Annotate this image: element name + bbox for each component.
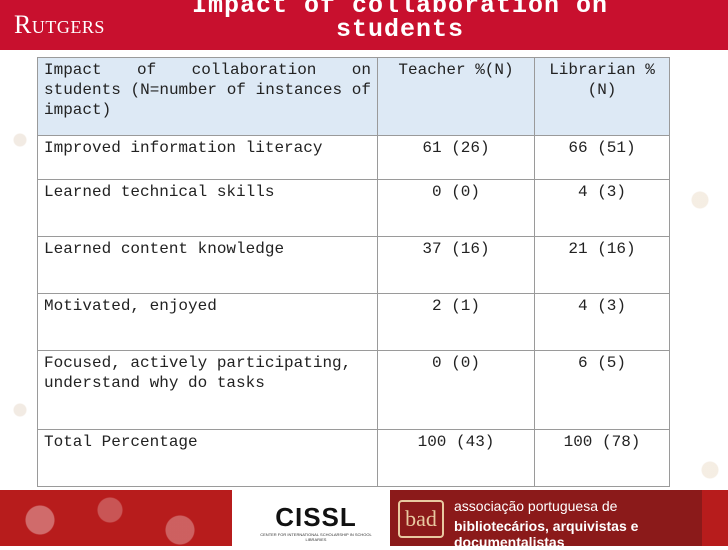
header-librarian: Librarian %(N) bbox=[534, 57, 670, 136]
row-librarian: 100 (78) bbox=[534, 429, 670, 487]
table-row: Learned technical skills 0 (0) 4 (3) bbox=[37, 179, 670, 237]
apbad-name-line2: bibliotecários, arquivistas e documental… bbox=[454, 518, 639, 550]
row-impact: Learned technical skills bbox=[37, 179, 378, 237]
apbad-logo-icon: bad bbox=[398, 500, 444, 538]
table-row: Improved information literacy 61 (26) 66… bbox=[37, 135, 670, 180]
row-librarian: 21 (16) bbox=[534, 236, 670, 294]
cissl-logo-text: CISSL bbox=[275, 502, 357, 532]
row-librarian: 66 (51) bbox=[534, 135, 670, 180]
row-impact: Focused, actively participating, underst… bbox=[37, 350, 378, 430]
row-teacher: 0 (0) bbox=[377, 350, 535, 430]
apbad-banner: bad associação portuguesa de bibliotecár… bbox=[390, 490, 702, 550]
header-impact: Impact of collaboration on students (N=n… bbox=[37, 57, 378, 136]
row-impact: Motivated, enjoyed bbox=[37, 293, 378, 351]
slide-title: Impact of collaboration on students bbox=[191, 0, 609, 44]
row-teacher: 2 (1) bbox=[377, 293, 535, 351]
rutgers-logo: Rutgers bbox=[14, 10, 105, 39]
row-teacher: 37 (16) bbox=[377, 236, 535, 294]
row-teacher: 61 (26) bbox=[377, 135, 535, 180]
table-row: Motivated, enjoyed 2 (1) 4 (3) bbox=[37, 293, 670, 351]
footer-decorative-edge bbox=[702, 490, 728, 546]
row-librarian: 6 (5) bbox=[534, 350, 670, 430]
row-impact: Learned content knowledge bbox=[37, 236, 378, 294]
impact-table: Impact of collaboration on students (N=n… bbox=[37, 57, 670, 487]
header-teacher: Teacher %(N) bbox=[377, 57, 535, 136]
footer-bar: CISSL CENTER FOR INTERNATIONAL SCHOLARSH… bbox=[0, 490, 728, 550]
row-teacher: 0 (0) bbox=[377, 179, 535, 237]
row-librarian: 4 (3) bbox=[534, 179, 670, 237]
footer-decorative-pattern bbox=[0, 490, 232, 546]
table-row: Total Percentage 100 (43) 100 (78) bbox=[37, 429, 670, 487]
cissl-logo: CISSL CENTER FOR INTERNATIONAL SCHOLARSH… bbox=[256, 496, 376, 542]
cissl-subtitle: CENTER FOR INTERNATIONAL SCHOLARSHIP IN … bbox=[260, 532, 372, 542]
table-row: Learned content knowledge 37 (16) 21 (16… bbox=[37, 236, 670, 294]
table-header-row: Impact of collaboration on students (N=n… bbox=[37, 57, 670, 136]
header-bar: Rutgers Impact of collaboration on stude… bbox=[0, 0, 728, 50]
table-row: Focused, actively participating, underst… bbox=[37, 350, 670, 430]
row-teacher: 100 (43) bbox=[377, 429, 535, 487]
row-impact: Improved information literacy bbox=[37, 135, 378, 180]
row-impact: Total Percentage bbox=[37, 429, 378, 487]
apbad-name-line1: associação portuguesa de bbox=[454, 498, 618, 514]
row-librarian: 4 (3) bbox=[534, 293, 670, 351]
